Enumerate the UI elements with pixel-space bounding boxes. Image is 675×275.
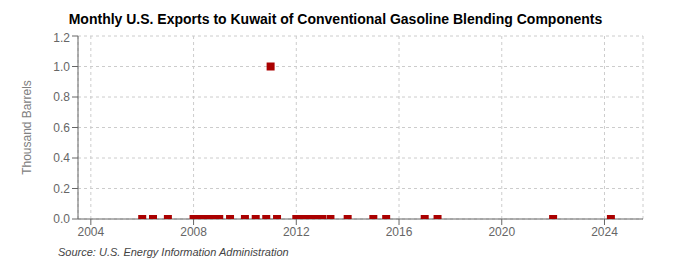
svg-text:2020: 2020	[488, 225, 515, 239]
svg-text:0.4: 0.4	[53, 151, 70, 165]
svg-text:2016: 2016	[386, 225, 413, 239]
svg-text:0.8: 0.8	[53, 90, 70, 104]
svg-text:0.6: 0.6	[53, 121, 70, 135]
svg-text:2008: 2008	[180, 225, 207, 239]
svg-text:Thousand Barrels: Thousand Barrels	[20, 80, 34, 175]
html-text:Source: U.S. Energy Informatio: Source: U.S. Energy Information Administ…	[58, 246, 289, 258]
svg-text:0.0: 0.0	[53, 212, 70, 226]
svg-text:1.0: 1.0	[53, 60, 70, 74]
html-text:Monthly U.S. Exports to Kuwait: Monthly U.S. Exports to Kuwait of Conven…	[68, 11, 603, 27]
svg-text:1.2: 1.2	[53, 31, 70, 45]
svg-text:2012: 2012	[283, 225, 310, 239]
svg-text:2024: 2024	[591, 225, 618, 239]
svg-text:0.2: 0.2	[53, 182, 70, 196]
svg-text:2004: 2004	[77, 225, 104, 239]
